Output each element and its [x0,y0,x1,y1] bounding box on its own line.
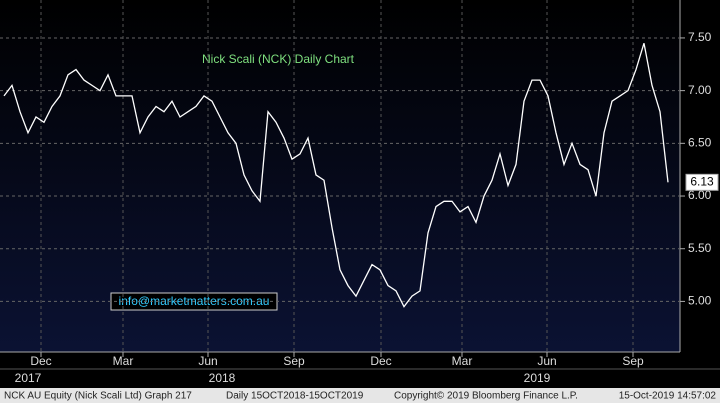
y-tick-label: 6.00 [688,188,712,202]
y-tick-label: 7.50 [688,30,712,44]
year-label: 2017 [15,371,42,385]
last-price-box [685,173,719,191]
x-tick-label: Dec [370,354,391,368]
x-tick-label: Mar [113,354,134,368]
y-tick-label: 5.50 [688,241,712,255]
y-tick-label: 5.00 [688,294,712,308]
chart-title: Nick Scali (NCK) Daily Chart [202,52,355,66]
x-tick-label: Sep [283,354,305,368]
y-tick-label: 7.00 [688,83,712,97]
x-tick-label: Jun [198,354,217,368]
footer-text: 15-Oct-2019 14:57:02 [619,391,717,402]
x-tick-label: Dec [30,354,51,368]
price-line [3,43,669,308]
footer-bar [0,388,720,403]
footer-text: NCK AU Equity (Nick Scali Ltd) Graph 217 [4,391,192,402]
x-tick-label: Sep [622,354,644,368]
x-tick-label: Mar [452,354,473,368]
y-tick-label: 6.50 [688,136,712,150]
footer-text: Daily 15OCT2018-15OCT2019 [226,391,364,402]
year-label: 2018 [209,371,236,385]
year-label: 2019 [524,371,551,385]
x-tick-label: Jun [537,354,556,368]
last-price-label: 6.13 [690,174,714,188]
footer-text: Copyright© 2019 Bloomberg Finance L.P. [394,391,578,402]
